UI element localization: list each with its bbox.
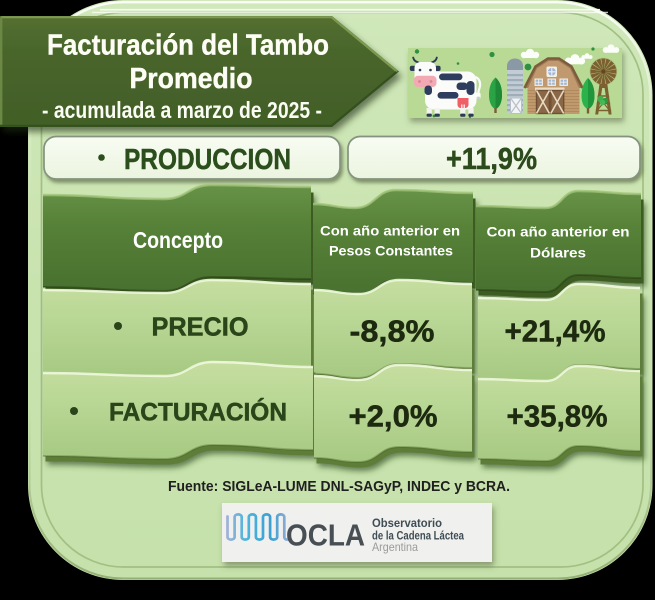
svg-text:+2,0%: +2,0% — [349, 400, 438, 434]
svg-text:Con año anterior en: Con año anterior en — [487, 224, 630, 240]
svg-text:de la Cadena Láctea: de la Cadena Láctea — [372, 529, 464, 543]
svg-text:Dólares: Dólares — [530, 245, 586, 261]
svg-text:OCLA: OCLA — [286, 518, 365, 553]
svg-text:Con año anterior en: Con año anterior en — [320, 223, 460, 239]
svg-text:PRECIO: PRECIO — [152, 312, 249, 342]
svg-text:Pesos Constantes: Pesos Constantes — [329, 243, 453, 259]
svg-text:Promedio: Promedio — [130, 63, 253, 95]
svg-text:Observatorio: Observatorio — [372, 516, 442, 530]
svg-text:+35,8%: +35,8% — [507, 400, 608, 434]
svg-text:Argentina: Argentina — [372, 540, 418, 554]
svg-text:- acumulada a marzo de 2025 -: - acumulada a marzo de 2025 - — [42, 97, 322, 123]
svg-text:Facturación del Tambo: Facturación del Tambo — [47, 30, 329, 62]
svg-text:+11,9%: +11,9% — [446, 141, 537, 176]
svg-text:Fuente: SIGLeA-LUME DNL-SAGyP,: Fuente: SIGLeA-LUME DNL-SAGyP, INDEC y B… — [168, 478, 510, 495]
svg-text:-8,8%: -8,8% — [350, 315, 435, 349]
svg-text:FACTURACIÓN: FACTURACIÓN — [109, 397, 287, 427]
svg-text:PRODUCCION: PRODUCCION — [124, 144, 291, 176]
svg-text:+21,4%: +21,4% — [505, 315, 606, 349]
svg-text:Concepto: Concepto — [133, 227, 223, 253]
